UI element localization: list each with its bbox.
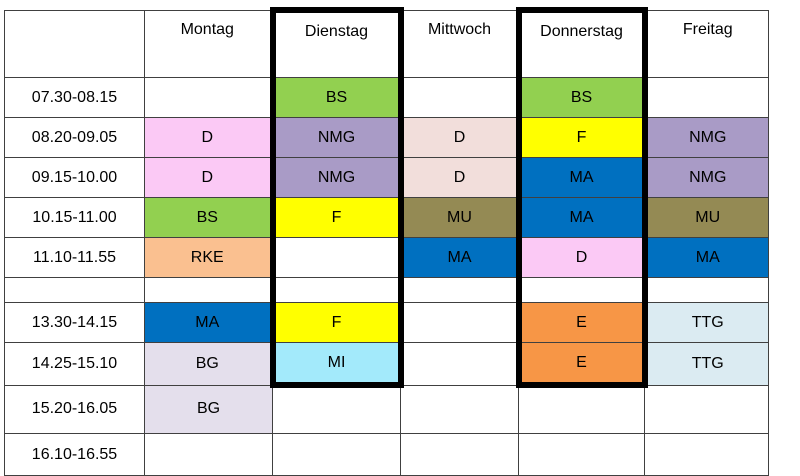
subject-cell-dienstag [272, 433, 401, 476]
break-row [4, 277, 769, 303]
header-row: Montag Dienstag Mittwoch Donnerstag Freitag [4, 7, 769, 78]
subject-cell-montag: BG [144, 342, 273, 386]
subject-cell-dienstag [269, 237, 404, 278]
subject-cell-donnerstag: MA [515, 157, 648, 198]
subject-cell-montag: D [144, 157, 273, 198]
subject-cell-dienstag: NMG [269, 117, 404, 158]
subject-cell-dienstag [269, 277, 404, 303]
subject-cell-freitag: NMG [644, 117, 769, 158]
timetable: Montag Dienstag Mittwoch Donnerstag Freitag … [4, 7, 769, 476]
subject-cell-mittwoch: MA [400, 237, 519, 278]
subject-cell-donnerstag: BS [515, 77, 648, 118]
time-cell: 10.15-11.00 [4, 197, 145, 238]
subject-cell-freitag [644, 384, 769, 434]
subject-cell-donnerstag: E [515, 342, 648, 388]
subject-cell-mittwoch [400, 77, 519, 118]
subject-cell-montag [144, 277, 273, 303]
subject-cell-montag: RKE [144, 237, 273, 278]
subject-cell-dienstag: F [269, 302, 404, 343]
subject-cell-donnerstag: F [515, 117, 648, 158]
time-cell: 08.20-09.05 [4, 117, 145, 158]
subject-cell-dienstag: F [269, 197, 404, 238]
timetable-row: 08.20-09.05 D NMG D F NMG [4, 117, 769, 158]
day-header-freitag: Freitag [644, 9, 769, 78]
timetable-row: 10.15-11.00 BS F MU MA MU [4, 197, 769, 238]
subject-cell-dienstag: NMG [269, 157, 404, 198]
day-header-dienstag: Dienstag [269, 7, 404, 78]
timetable-body: 07.30-08.15 BS BS 08.20-09.05 D NMG D F NMG 09.15… [4, 77, 769, 476]
subject-cell-donnerstag [518, 433, 645, 476]
time-cell: 16.10-16.55 [4, 433, 145, 476]
subject-cell-freitag [644, 77, 769, 118]
timetable-row: 07.30-08.15 BS BS [4, 77, 769, 118]
subject-cell-freitag: MA [644, 237, 769, 278]
subject-cell-montag: BS [144, 197, 273, 238]
subject-cell-freitag [644, 433, 769, 476]
subject-cell-donnerstag: D [515, 237, 648, 278]
subject-cell-mittwoch [400, 384, 519, 434]
subject-cell-dienstag [272, 384, 401, 434]
day-header-donnerstag: Donnerstag [515, 7, 648, 78]
time-cell: 09.15-10.00 [4, 157, 145, 198]
time-cell: 07.30-08.15 [4, 77, 145, 118]
subject-cell-montag [144, 77, 273, 118]
subject-cell-freitag: TTG [644, 342, 769, 386]
subject-cell-mittwoch [400, 433, 519, 476]
day-header-mittwoch: Mittwoch [400, 9, 519, 78]
subject-cell-donnerstag [515, 277, 648, 303]
subject-cell-donnerstag: MA [515, 197, 648, 238]
timetable-row: 13.30-14.15 MA F E TTG [4, 302, 769, 343]
subject-cell-donnerstag: E [515, 302, 648, 343]
subject-cell-donnerstag [518, 384, 645, 434]
subject-cell-montag: D [144, 117, 273, 158]
timetable-row: 11.10-11.55 RKE MA D MA [4, 237, 769, 278]
subject-cell-montag [144, 433, 273, 476]
subject-cell-montag: BG [144, 384, 273, 434]
timetable-row: 14.25-15.10 BG MI E TTG [4, 342, 769, 388]
subject-cell-dienstag: BS [269, 77, 404, 118]
subject-cell-dienstag: MI [269, 342, 404, 388]
subject-cell-mittwoch: D [400, 117, 519, 158]
time-cell: 13.30-14.15 [4, 302, 145, 343]
subject-cell-freitag: TTG [644, 302, 769, 343]
subject-cell-freitag: MU [644, 197, 769, 238]
subject-cell-freitag [644, 277, 769, 303]
subject-cell-mittwoch [400, 302, 519, 343]
subject-cell-freitag: NMG [644, 157, 769, 198]
time-cell: 15.20-16.05 [4, 384, 145, 434]
day-header-montag: Montag [144, 9, 273, 78]
subject-cell-mittwoch [400, 277, 519, 303]
subject-cell-mittwoch: MU [400, 197, 519, 238]
subject-cell-montag: MA [144, 302, 273, 343]
time-cell: 11.10-11.55 [4, 237, 145, 278]
time-cell [4, 277, 145, 303]
corner-cell [4, 9, 145, 78]
timetable-row: 09.15-10.00 D NMG D MA NMG [4, 157, 769, 198]
subject-cell-mittwoch: D [400, 157, 519, 198]
timetable-row: 15.20-16.05 BG [4, 384, 769, 434]
subject-cell-mittwoch [400, 342, 519, 386]
timetable-row: 16.10-16.55 [4, 433, 769, 476]
time-cell: 14.25-15.10 [4, 342, 145, 386]
